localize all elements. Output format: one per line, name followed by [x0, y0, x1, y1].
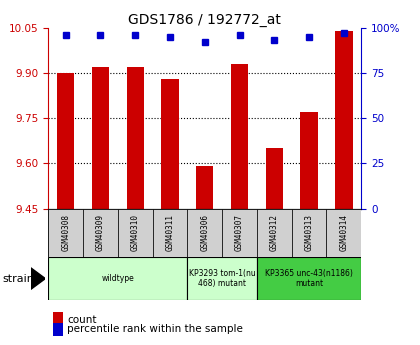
Text: wildtype: wildtype	[102, 274, 134, 283]
Bar	[92, 67, 109, 209]
Bar	[231, 64, 248, 209]
Text: KP3365 unc-43(n1186)
mutant: KP3365 unc-43(n1186) mutant	[265, 269, 353, 288]
Text: count: count	[67, 315, 97, 325]
Text: GSM40310: GSM40310	[131, 214, 140, 252]
Bar	[118, 209, 152, 257]
Bar	[326, 209, 361, 257]
Bar	[257, 209, 291, 257]
Bar	[265, 148, 283, 209]
Bar	[335, 31, 352, 209]
Bar	[300, 112, 318, 209]
Bar	[83, 209, 118, 257]
Text: GSM40306: GSM40306	[200, 214, 209, 252]
Polygon shape	[31, 268, 45, 289]
Bar	[187, 257, 257, 300]
Bar	[222, 209, 257, 257]
Bar	[196, 166, 213, 209]
Bar	[126, 67, 144, 209]
Title: GDS1786 / 192772_at: GDS1786 / 192772_at	[129, 12, 281, 27]
Text: strain: strain	[2, 274, 34, 284]
Text: GSM40314: GSM40314	[339, 214, 348, 252]
Bar	[48, 209, 83, 257]
Bar	[161, 79, 178, 209]
Text: GSM40312: GSM40312	[270, 214, 279, 252]
Bar	[257, 257, 361, 300]
Bar	[57, 73, 74, 209]
Text: KP3293 tom-1(nu
468) mutant: KP3293 tom-1(nu 468) mutant	[189, 269, 255, 288]
Text: GSM40307: GSM40307	[235, 214, 244, 252]
Text: GSM40313: GSM40313	[304, 214, 314, 252]
Text: percentile rank within the sample: percentile rank within the sample	[67, 325, 243, 334]
Bar	[48, 257, 187, 300]
Text: GSM40311: GSM40311	[165, 214, 174, 252]
Bar	[152, 209, 187, 257]
Text: GSM40309: GSM40309	[96, 214, 105, 252]
Bar	[187, 209, 222, 257]
Text: GSM40308: GSM40308	[61, 214, 70, 252]
Bar	[291, 209, 326, 257]
